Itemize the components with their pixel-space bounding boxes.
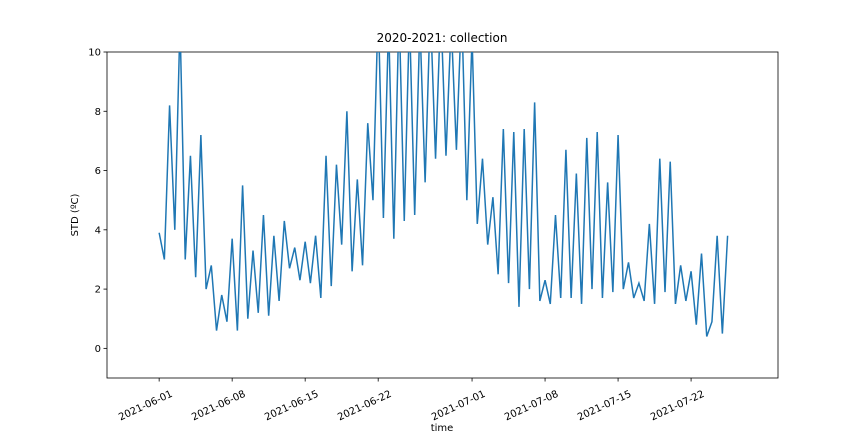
x-tick-label: 2021-07-01	[430, 389, 487, 424]
x-axis-label: time	[431, 423, 454, 432]
x-tick-label: 2021-06-01	[117, 389, 174, 424]
x-tick-label: 2021-07-22	[649, 389, 706, 424]
line-series	[158, 52, 729, 337]
y-tick-label: 6	[95, 166, 101, 177]
x-tick-label: 2021-06-15	[263, 389, 320, 424]
y-tick-label: 10	[88, 48, 101, 59]
axes-frame	[106, 51, 779, 379]
x-tick-label: 2021-06-22	[336, 389, 393, 424]
x-tick-label: 2021-07-15	[576, 389, 633, 424]
y-tick-label: 0	[95, 344, 101, 355]
y-tick-label: 4	[95, 225, 101, 236]
x-tick-label: 2021-06-08	[190, 389, 247, 424]
y-axis-label: STD (ºC)	[70, 193, 81, 236]
y-tick-label: 2	[95, 285, 101, 296]
y-tick-label: 8	[95, 107, 101, 118]
chart-title: 2020-2021: collection	[377, 31, 508, 45]
x-tick-label: 2021-07-08	[503, 389, 560, 424]
